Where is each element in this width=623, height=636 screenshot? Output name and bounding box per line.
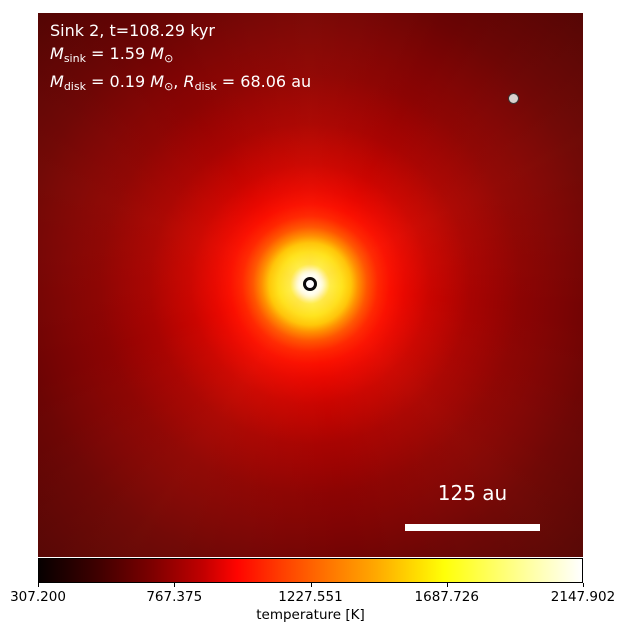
colorbar-tick-labels: 307.200 767.375 1227.551 1687.726 2147.9… (10, 589, 615, 605)
colorbar-tick-label: 307.200 (10, 589, 66, 605)
colorbar-tick-label: 2147.902 (550, 589, 616, 605)
mdisk-unit-sub: ⊙ (164, 80, 174, 93)
annotation-separator: , (173, 72, 184, 91)
colorbar-tick-label: 1227.551 (278, 589, 343, 605)
colorbar-tick (38, 583, 39, 587)
colorbar-tick (446, 583, 448, 587)
mdisk-unit: M (150, 72, 165, 91)
colorbar-ticks (38, 583, 584, 587)
annotation-sink-mass: Msink = 1.59 M⊙ (50, 42, 311, 70)
mdisk-sub: disk (63, 80, 86, 93)
sink-marker (303, 277, 317, 291)
rdisk-var: R (183, 72, 195, 91)
colorbar-tick (583, 583, 584, 587)
msink-var: M (50, 44, 64, 63)
annotation-block: Sink 2, t=108.29 kyr Msink = 1.59 M⊙ Mdi… (50, 19, 311, 98)
scalebar (405, 524, 540, 531)
rdisk-value: = 68.06 au (216, 72, 312, 91)
annotation-disk-mass-radius: Mdisk = 0.19 M⊙, Rdisk = 68.06 au (50, 70, 311, 98)
companion-sink-dot (508, 93, 519, 104)
temperature-map: Sink 2, t=108.29 kyr Msink = 1.59 M⊙ Mdi… (38, 13, 583, 557)
mdisk-value: = 0.19 (85, 72, 151, 91)
annotation-title-text: Sink 2, t=108.29 kyr (50, 21, 215, 40)
rdisk-sub: disk (194, 80, 217, 93)
msink-unit-sub: ⊙ (164, 52, 174, 65)
colorbar-tick (174, 583, 176, 587)
msink-unit: M (150, 44, 165, 63)
colorbar-tick-label: 767.375 (146, 589, 203, 605)
colorbar-tick-label: 1687.726 (414, 589, 479, 605)
colorbar-axis-label: temperature [K] (256, 607, 365, 623)
scalebar-label: 125 au (437, 481, 508, 505)
colorbar (38, 558, 583, 583)
msink-value: = 1.59 (85, 44, 151, 63)
annotation-title: Sink 2, t=108.29 kyr (50, 19, 311, 42)
colorbar-tick (310, 583, 312, 587)
msink-sub: sink (63, 52, 86, 65)
mdisk-var: M (50, 72, 64, 91)
